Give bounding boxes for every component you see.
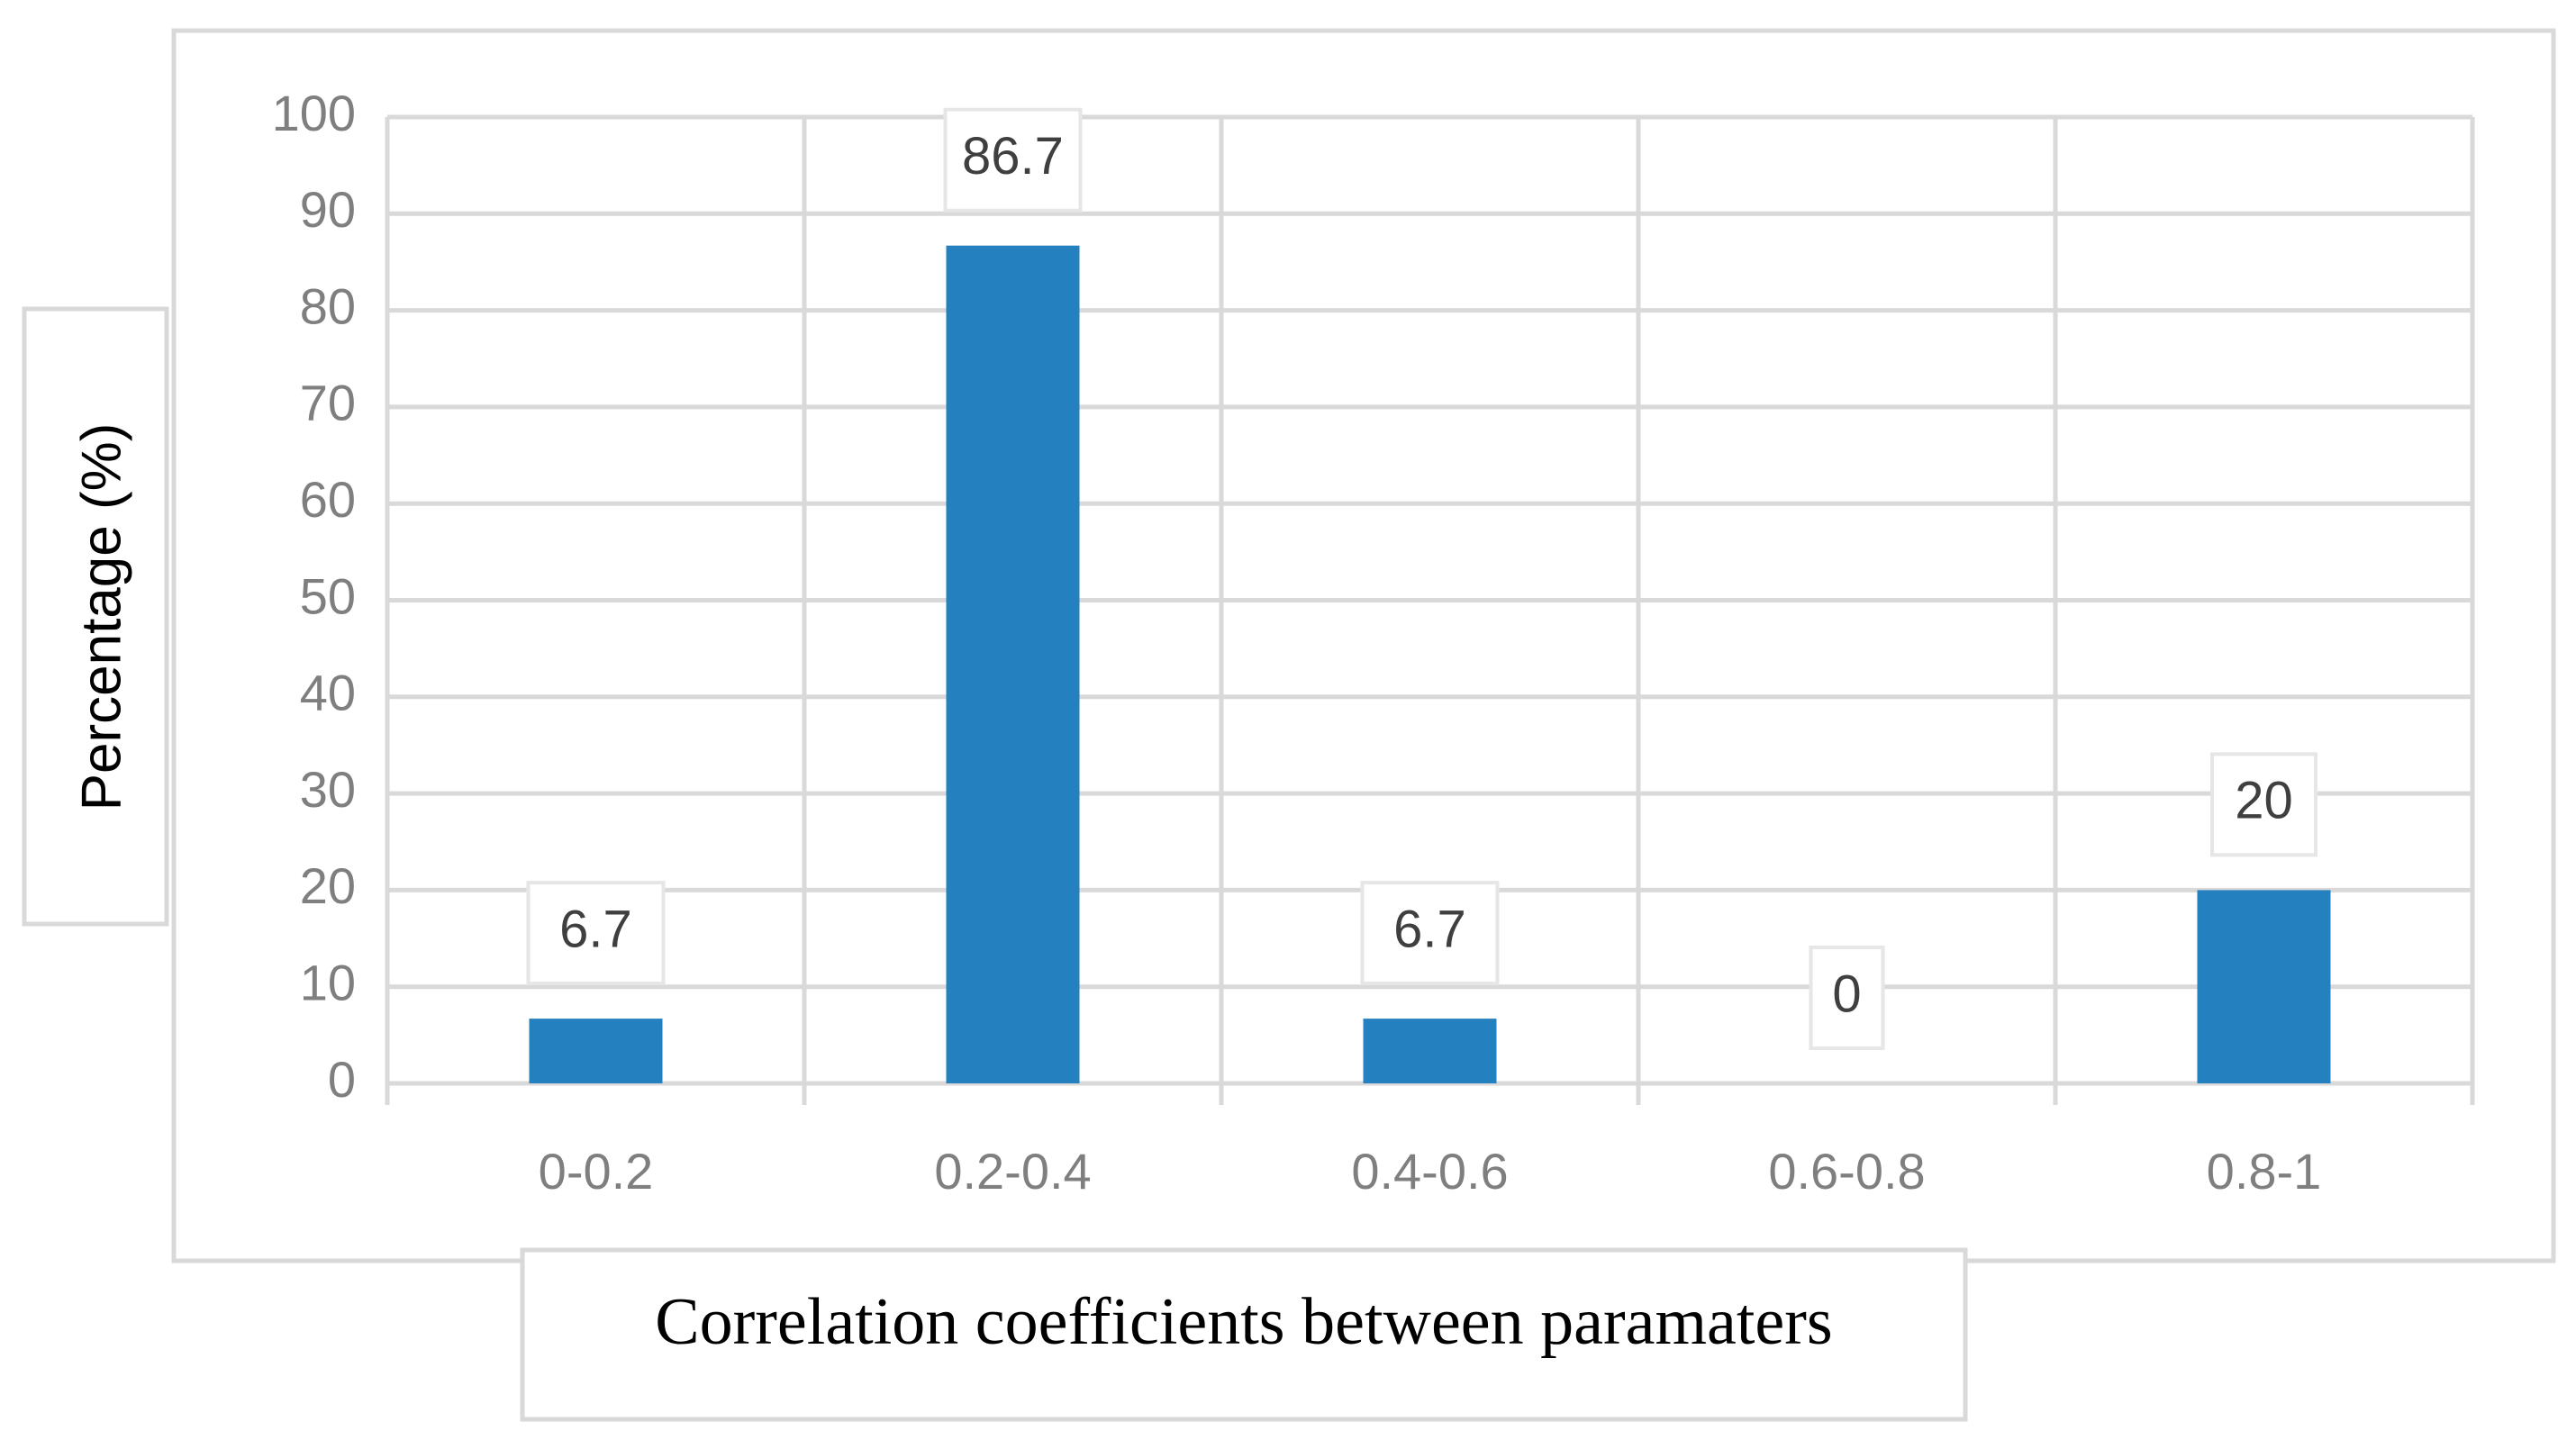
- bar: [529, 1019, 663, 1083]
- bars: [529, 245, 2331, 1084]
- data-label: 20: [2235, 772, 2293, 830]
- gridlines: [385, 114, 2475, 1105]
- data-label-box: [526, 881, 666, 986]
- data-label: 6.7: [1393, 900, 1466, 958]
- x-axis-title: Correlation coefficients between paramat…: [655, 1285, 1832, 1359]
- data-label-box: [2210, 752, 2317, 857]
- bar: [946, 245, 1080, 1084]
- data-label-box: [1809, 946, 1885, 1050]
- y-tick-label: 20: [300, 857, 356, 914]
- y-axis-title-box: [22, 306, 169, 927]
- x-tick-labels: 0-0.2 0.2-0.4 0.4-0.6 0.6-0.8 0.8-1: [539, 1143, 2322, 1200]
- data-label-box: [943, 107, 1083, 213]
- y-tick-label: 100: [272, 85, 356, 141]
- y-tick-label: 10: [300, 954, 356, 1010]
- x-tick-label: 0-0.2: [539, 1143, 654, 1200]
- x-axis-title-box: [520, 1247, 1968, 1422]
- data-label: 6.7: [559, 900, 632, 958]
- y-tick-labels: 0 10 20 30 40 50 60 70 80 90 100: [272, 85, 356, 1108]
- bar: [1363, 1019, 1497, 1083]
- y-tick-label: 50: [300, 567, 356, 624]
- y-tick-label: 60: [300, 471, 356, 528]
- y-tick-label: 90: [300, 181, 356, 238]
- bar: [2197, 890, 2331, 1083]
- data-label: 86.7: [962, 127, 1064, 186]
- x-tick-label: 0.2-0.4: [934, 1143, 1091, 1200]
- y-axis-title: Percentage (%): [70, 423, 132, 811]
- x-tick-label: 0.4-0.6: [1351, 1143, 1508, 1200]
- y-tick-label: 30: [300, 761, 356, 818]
- data-label-box: [1360, 881, 1500, 986]
- y-tick-label: 70: [300, 375, 356, 431]
- x-tick-label: 0.6-0.8: [1768, 1143, 1925, 1200]
- y-tick-label: 0: [328, 1051, 356, 1108]
- y-tick-label: 40: [300, 665, 356, 721]
- y-tick-label: 80: [300, 277, 356, 334]
- data-label: 0: [1832, 965, 1861, 1023]
- data-labels: 6.7 86.7 6.7 0 20: [526, 107, 2317, 1050]
- x-tick-label: 0.8-1: [2207, 1143, 2322, 1200]
